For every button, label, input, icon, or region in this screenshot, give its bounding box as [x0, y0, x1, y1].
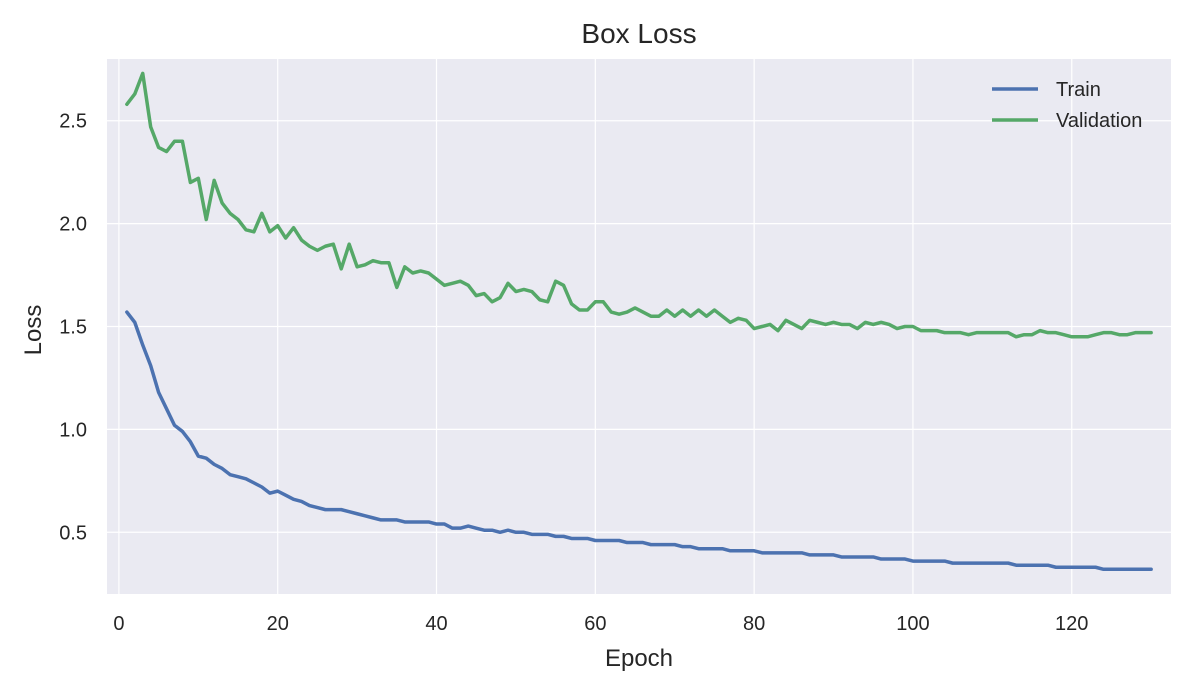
legend-train-label: Train [1056, 79, 1101, 101]
train-loss-line [125, 310, 1153, 572]
x-tick-labels: 0 20 40 60 80 100 120 [113, 613, 1088, 635]
x-tick-label: 0 [113, 613, 124, 635]
y-tick-label: 2.0 [59, 214, 87, 236]
y-axis-label: Loss [20, 305, 47, 356]
x-tick-label: 100 [896, 613, 929, 635]
y-tick-label: 1.0 [59, 419, 87, 441]
legend-validation-label: Validation [1056, 110, 1142, 132]
x-tick-label: 60 [584, 613, 606, 635]
grid [107, 59, 1171, 594]
y-tick-label: 1.5 [59, 317, 87, 339]
y-tick-labels: 0.5 1.0 1.5 2.0 2.5 [59, 111, 87, 545]
x-tick-label: 40 [425, 613, 447, 635]
chart-title: Box Loss [581, 18, 696, 49]
legend: Train Validation [992, 79, 1142, 132]
x-tick-label: 80 [743, 613, 765, 635]
y-tick-label: 2.5 [59, 111, 87, 133]
series-lines [125, 71, 1153, 572]
x-axis-label: Epoch [605, 645, 673, 672]
validation-loss-line [125, 71, 1153, 339]
y-tick-label: 0.5 [59, 522, 87, 544]
x-tick-label: 20 [267, 613, 289, 635]
x-tick-label: 120 [1055, 613, 1088, 635]
